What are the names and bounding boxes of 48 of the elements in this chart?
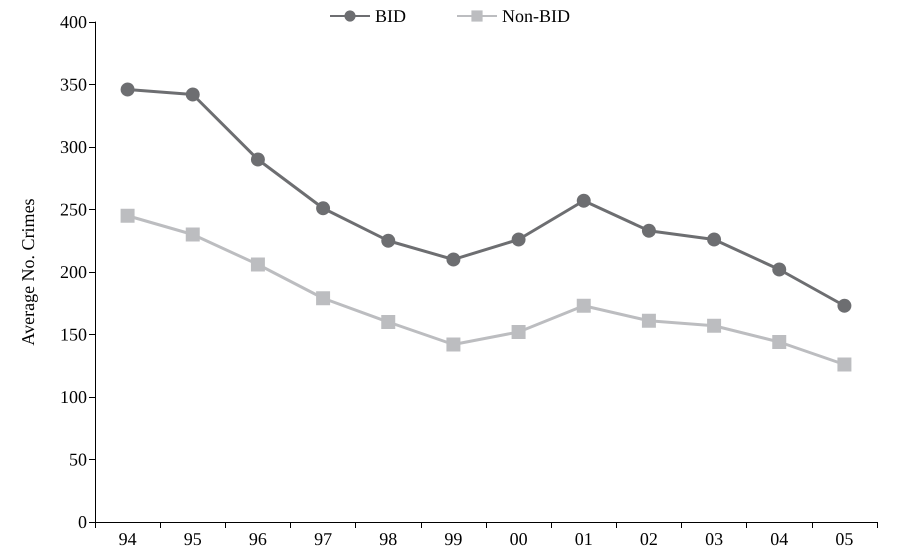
- point: [250, 152, 265, 166]
- y-tick-label: 100: [60, 387, 87, 407]
- point: [186, 228, 200, 242]
- point: [707, 232, 722, 246]
- point: [642, 224, 656, 238]
- y-tick-label: 300: [60, 137, 87, 157]
- point: [837, 298, 852, 313]
- y-tick-label: 150: [60, 324, 87, 344]
- legend-label: BID: [375, 6, 406, 26]
- x-tick-label: 97: [314, 529, 332, 549]
- point: [446, 338, 460, 352]
- point: [120, 208, 135, 223]
- y-tick-label: 400: [60, 12, 87, 32]
- point: [250, 258, 265, 272]
- x-tick-label: 02: [640, 529, 658, 549]
- point: [512, 325, 526, 339]
- x-tick-label: 04: [770, 529, 788, 549]
- y-tick-label: 350: [60, 74, 87, 94]
- point: [512, 232, 526, 246]
- x-tick-label: 01: [574, 529, 593, 549]
- point: [316, 291, 330, 306]
- y-tick-label: 50: [69, 450, 87, 470]
- point: [576, 194, 591, 208]
- point: [772, 335, 786, 349]
- point: [316, 201, 330, 216]
- x-tick-label: 95: [184, 529, 202, 549]
- point: [120, 82, 135, 96]
- point: [772, 262, 786, 276]
- x-tick-label: 98: [379, 529, 398, 549]
- point: [186, 88, 200, 102]
- y-tick-label: 250: [60, 200, 87, 220]
- point: [642, 314, 656, 328]
- x-tick-label: 00: [510, 529, 528, 549]
- point: [576, 298, 591, 313]
- x-tick-label: 03: [705, 529, 724, 549]
- x-tick-label: 96: [248, 529, 267, 549]
- x-tick-label: 05: [835, 529, 854, 549]
- y-axis-title: Average No. Crimes: [18, 198, 38, 346]
- point: [381, 234, 396, 248]
- y-tick-label: 200: [60, 262, 87, 282]
- point: [446, 252, 460, 266]
- point: [381, 315, 396, 329]
- legend-label: Non-BID: [502, 6, 570, 26]
- point: [837, 358, 852, 372]
- y-tick-label: 0: [78, 512, 87, 532]
- x-tick-label: 99: [444, 529, 462, 549]
- x-tick-label: 94: [118, 529, 137, 549]
- point: [707, 318, 722, 333]
